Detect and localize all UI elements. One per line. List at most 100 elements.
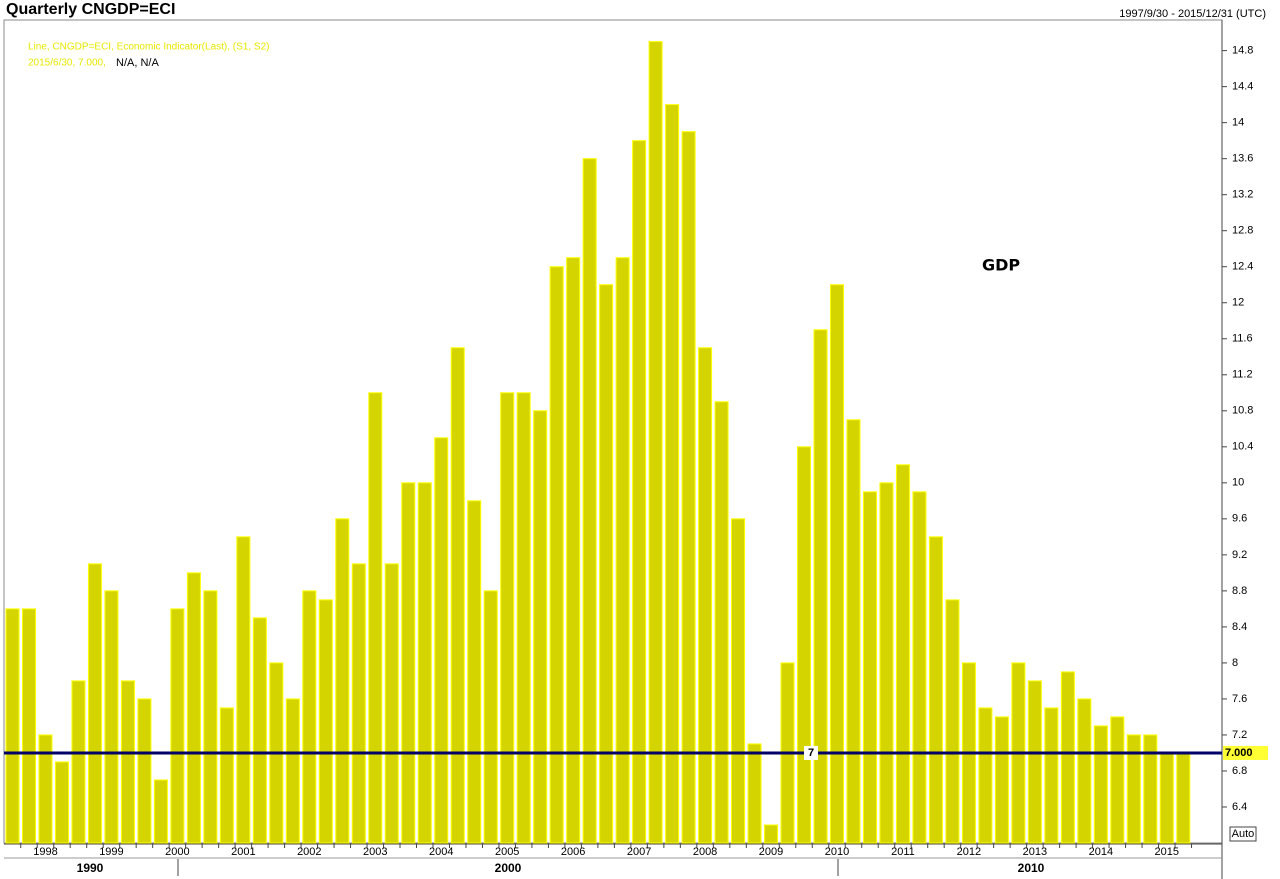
y-tick-label: 11.6 (1232, 333, 1253, 345)
y-tick-label: 10.4 (1232, 441, 1253, 453)
date-range: 1997/9/30 - 2015/12/31 (UTC) (1119, 8, 1266, 20)
bar (566, 257, 581, 844)
bar (698, 347, 713, 844)
bar (120, 680, 135, 844)
bar (714, 401, 729, 844)
y-tick-label: 14.8 (1232, 45, 1253, 57)
y-tick-label: 10 (1232, 477, 1244, 489)
legend-line: 2015/6/30, 7.000, (28, 58, 106, 69)
bar (1027, 680, 1042, 844)
x-tick-label: 2003 (363, 846, 387, 858)
bar (203, 590, 218, 844)
auto-button[interactable] (1229, 826, 1257, 842)
x-tick-label: 2013 (1023, 846, 1047, 858)
bar (302, 590, 317, 844)
bar (928, 536, 943, 844)
bar (500, 392, 515, 844)
bar (71, 680, 86, 844)
bar (681, 131, 696, 844)
bar (797, 446, 812, 844)
reference-label-bg (804, 745, 818, 760)
y-tick-label: 8.8 (1232, 585, 1247, 597)
bar (879, 482, 894, 844)
bar (351, 563, 366, 844)
bar (153, 779, 168, 844)
decade-label: 1990 (77, 861, 104, 875)
bar (54, 761, 69, 844)
bar (368, 392, 383, 844)
y-tick-label: 11.2 (1232, 369, 1253, 381)
x-tick-label: 2006 (561, 846, 585, 858)
x-tick-label: 2002 (297, 846, 321, 858)
y-tick-label: 6.4 (1232, 801, 1247, 813)
bar (417, 482, 432, 844)
bar (1093, 725, 1108, 844)
y-tick-label: 12 (1232, 297, 1244, 309)
x-tick-label: 2007 (627, 846, 651, 858)
reference-label: 7 (808, 747, 814, 759)
bar (895, 464, 910, 844)
bar (994, 716, 1009, 844)
bar (21, 608, 36, 844)
x-tick-label: 1998 (33, 846, 57, 858)
decade-label: 2000 (495, 861, 522, 875)
auto-button-label[interactable]: Auto (1232, 828, 1255, 840)
bar (87, 563, 102, 844)
y-tick-label: 8.4 (1232, 621, 1247, 633)
bar (401, 482, 416, 844)
x-tick-label: 2005 (495, 846, 519, 858)
y-tick-label: 7.2 (1232, 729, 1247, 741)
y-tick-label: 6.8 (1232, 765, 1247, 777)
bar (813, 329, 828, 844)
y-tick-label: 14 (1232, 117, 1244, 129)
bar (137, 698, 152, 844)
x-tick-label: 2009 (759, 846, 783, 858)
bar (549, 266, 564, 844)
bar (38, 734, 53, 844)
bar (467, 500, 482, 844)
y-tick-label: 8 (1232, 657, 1238, 669)
x-tick-label: 2004 (429, 846, 453, 858)
bar (236, 536, 251, 844)
bar (747, 743, 762, 844)
bar (1176, 752, 1191, 844)
bar (862, 491, 877, 844)
bar (599, 284, 614, 844)
bar (615, 257, 630, 844)
x-tick-label: 2012 (957, 846, 981, 858)
bar (219, 707, 234, 844)
bar (648, 41, 663, 844)
bar (1044, 707, 1059, 844)
x-tick-label: 2001 (231, 846, 255, 858)
x-tick-label: 1999 (99, 846, 123, 858)
bar (1159, 752, 1174, 844)
legend-line: N/A, N/A (116, 57, 159, 69)
bar (731, 518, 746, 844)
bar (912, 491, 927, 844)
bar (516, 392, 531, 844)
x-tick-label: 2010 (825, 846, 849, 858)
reference-axis-label: 7.000 (1225, 747, 1253, 759)
y-tick-label: 9.6 (1232, 513, 1247, 525)
x-tick-label: 2014 (1089, 846, 1113, 858)
x-tick-label: 2008 (693, 846, 717, 858)
bar (434, 437, 449, 844)
bar (5, 608, 20, 844)
y-tick-label: 13.6 (1232, 153, 1253, 165)
y-tick-label: 12.8 (1232, 225, 1253, 237)
bar (1143, 734, 1158, 844)
bar (1110, 716, 1125, 844)
bar (632, 140, 647, 844)
x-tick-label: 2015 (1155, 846, 1179, 858)
reference-axis-label-bg (1223, 745, 1268, 760)
bar (846, 419, 861, 844)
bar (170, 608, 185, 844)
bar (252, 617, 267, 844)
bar (665, 104, 680, 844)
x-tick-label: 2000 (165, 846, 189, 858)
y-tick-label: 9.2 (1232, 549, 1247, 561)
bar (1077, 698, 1092, 844)
bar (384, 563, 399, 844)
bar (104, 590, 119, 844)
bar (318, 599, 333, 844)
